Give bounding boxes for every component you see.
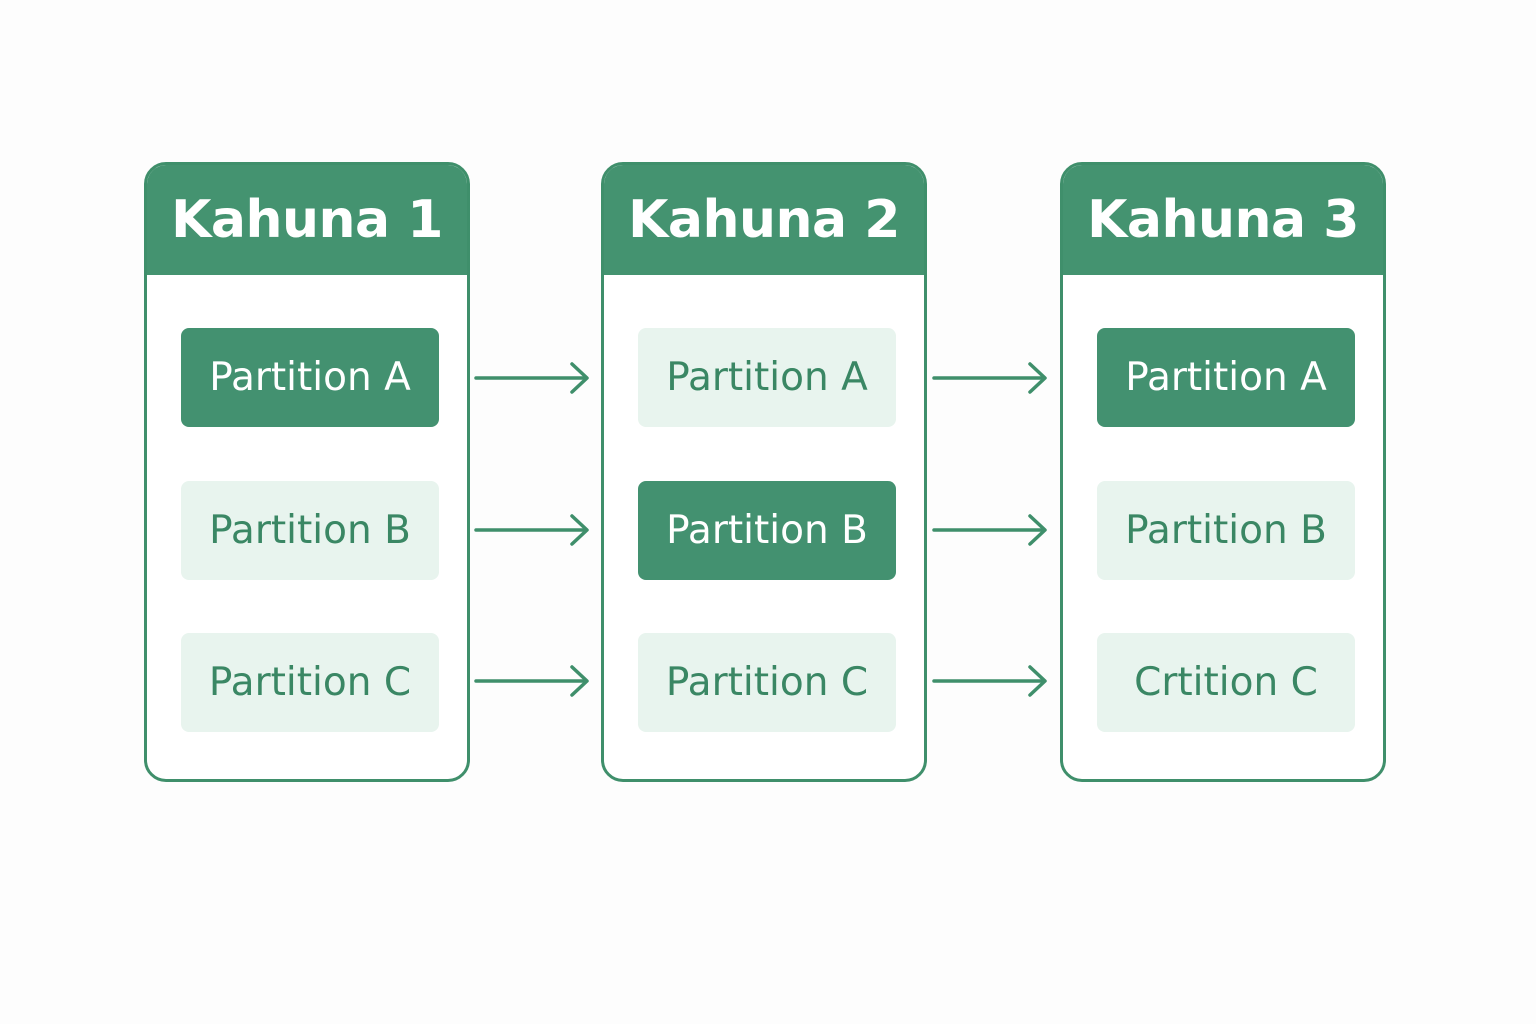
partition-c: Crtition C <box>1097 633 1355 732</box>
partition-a: Partition A <box>181 328 439 427</box>
arrow-k1-k2-partition-b <box>474 514 589 546</box>
node-kahuna-1: Kahuna 1 Partition A Partition B Partiti… <box>144 162 470 782</box>
node-title: Kahuna 1 <box>147 165 467 275</box>
partition-b: Partition B <box>638 481 896 580</box>
partition-c: Partition C <box>638 633 896 732</box>
node-kahuna-3: Kahuna 3 Partition A Partition B Crtitio… <box>1060 162 1386 782</box>
node-title: Kahuna 2 <box>604 165 924 275</box>
partition-b: Partition B <box>1097 481 1355 580</box>
node-title: Kahuna 3 <box>1063 165 1383 275</box>
arrow-k1-k2-partition-c <box>474 665 589 697</box>
arrow-k1-k2-partition-a <box>474 362 589 394</box>
partition-a: Partition A <box>1097 328 1355 427</box>
partition-a: Partition A <box>638 328 896 427</box>
arrow-k2-k3-partition-a <box>932 362 1047 394</box>
arrow-k2-k3-partition-b <box>932 514 1047 546</box>
partition-c: Partition C <box>181 633 439 732</box>
partition-b: Partition B <box>181 481 439 580</box>
node-kahuna-2: Kahuna 2 Partition A Partition B Partiti… <box>601 162 927 782</box>
arrow-k2-k3-partition-c <box>932 665 1047 697</box>
